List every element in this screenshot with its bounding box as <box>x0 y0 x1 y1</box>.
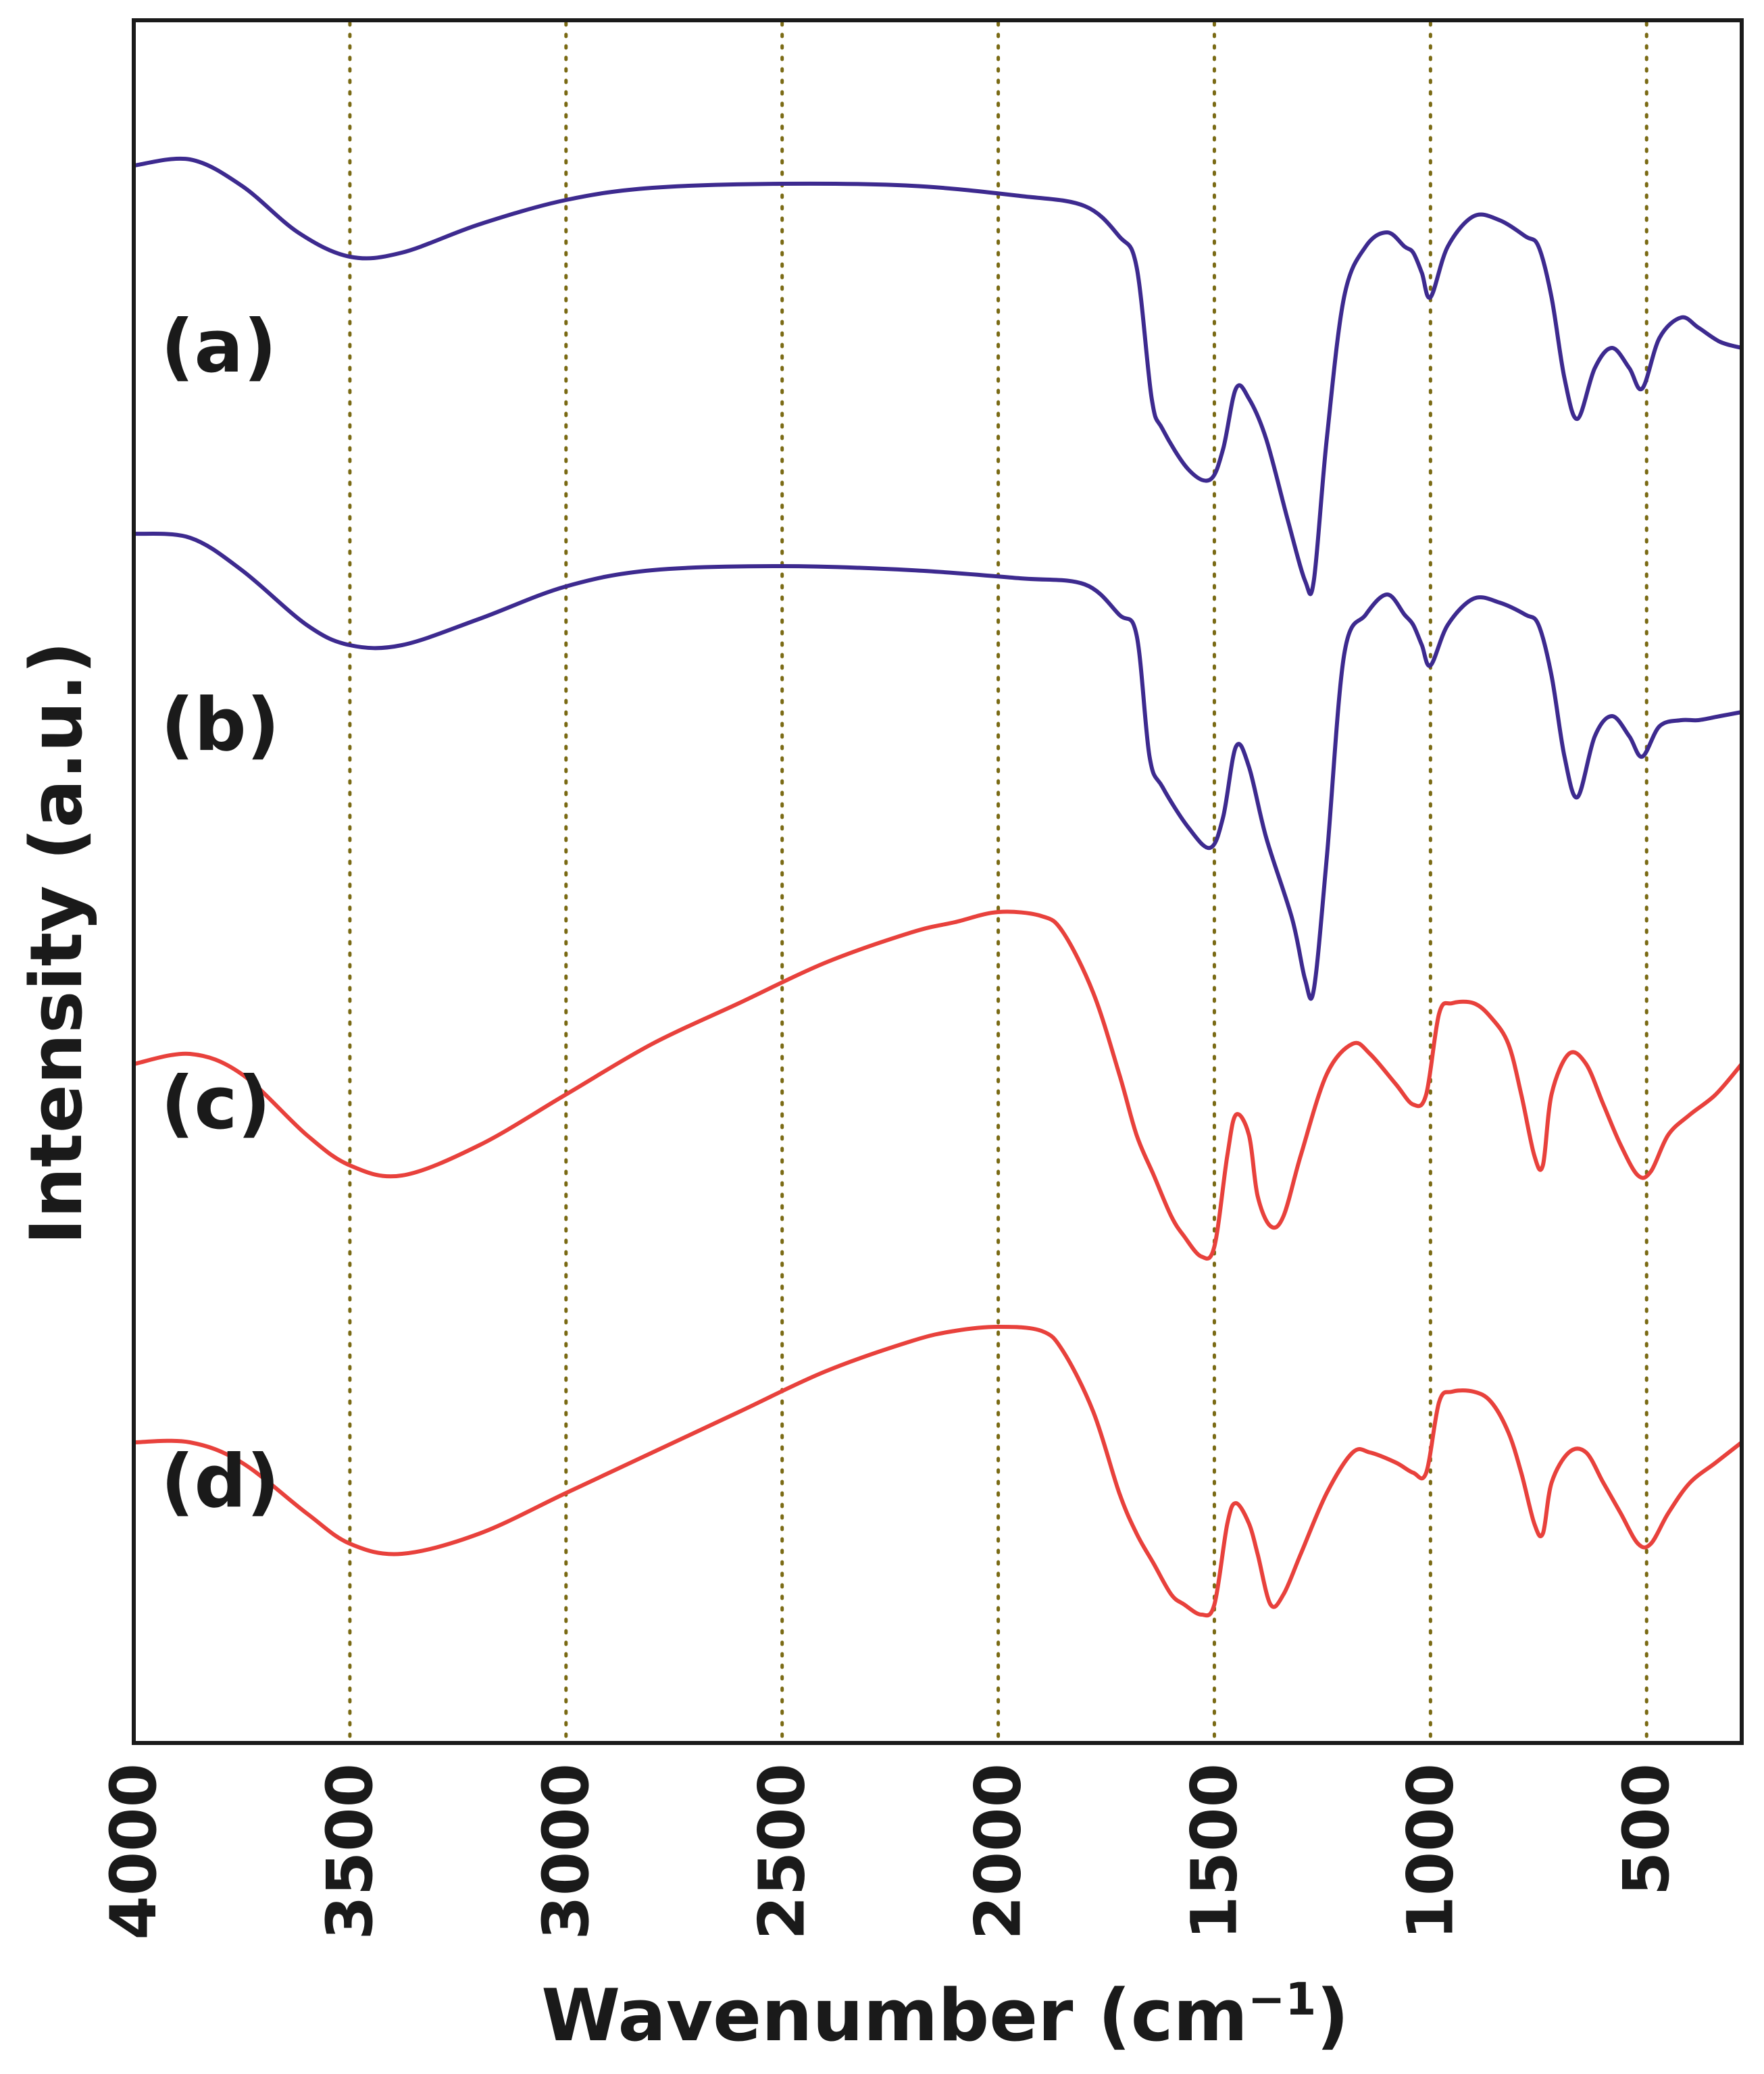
x-axis-title: Wavenumber (cm−1) <box>541 1973 1349 2058</box>
x-tick-label-3000: 3000 <box>530 1763 603 1940</box>
spectra <box>132 156 1744 1618</box>
gridlines <box>348 21 1648 1742</box>
curve-label-b: (b) <box>161 683 280 767</box>
curve-label-c: (c) <box>161 1061 271 1146</box>
spectrum-line-d <box>132 1325 1744 1618</box>
plot-frame <box>132 18 1744 1745</box>
x-axis-title-superscript: −1 <box>1248 1973 1316 2025</box>
x-axis-title-main: Wavenumber (cm <box>541 1974 1248 2057</box>
curve-labels: (a) (b) (c) (d) <box>161 305 280 1524</box>
x-tick-labels: 4000 3500 3000 2500 2000 1500 1000 500 <box>97 1763 1684 1940</box>
spectrum-line-c <box>132 909 1744 1261</box>
x-tick-label-1000: 1000 <box>1394 1763 1467 1940</box>
x-tick-label-2500: 2500 <box>746 1763 820 1940</box>
curve-label-d: (d) <box>161 1440 280 1524</box>
y-axis-title: Intensity (a.u.) <box>15 641 98 1244</box>
x-axis-title-suffix: ) <box>1316 1974 1349 2057</box>
x-tick-label-3500: 3500 <box>313 1763 387 1940</box>
x-tick-label-4000: 4000 <box>97 1763 171 1940</box>
x-tick-label-1500: 1500 <box>1178 1763 1252 1940</box>
x-tick-label-2000: 2000 <box>962 1763 1036 1940</box>
spectrum-line-a <box>132 156 1744 597</box>
spectrum-line-b <box>132 531 1744 1001</box>
x-tick-label-500: 500 <box>1610 1763 1684 1896</box>
curve-label-a: (a) <box>161 305 277 389</box>
